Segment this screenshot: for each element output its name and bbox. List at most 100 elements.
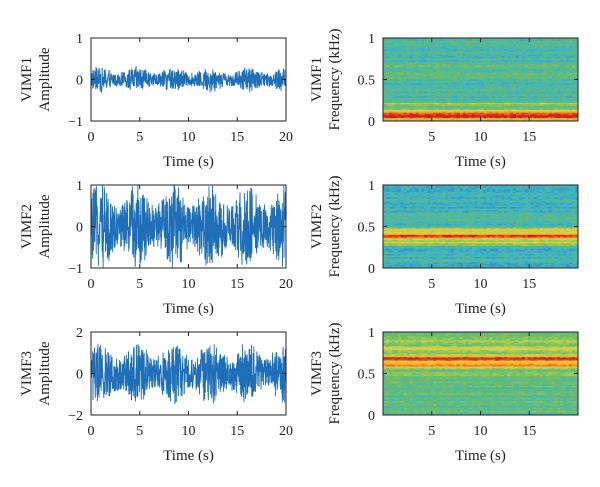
spectrogram-cell [486,82,490,85]
spectrogram-cell [566,51,570,54]
spectrogram-cell [572,194,576,197]
spectrogram-cell [545,57,550,60]
spectrogram-cell [394,94,399,97]
spectrogram-cell [507,64,511,67]
spectrogram-cell [430,105,434,108]
spectrogram-cell [530,101,535,104]
spectrogram-cell [445,198,449,201]
spectrogram-cell [453,46,458,49]
spectrogram-cell [560,191,564,194]
spectrogram-cell [456,64,461,67]
spectrogram-cell [539,90,544,93]
spectrogram-cell [465,196,470,199]
spectrogram-cell [436,96,440,99]
spectrogram-cell [459,193,464,196]
spectrogram-cell [545,46,550,49]
spectrogram-cell [421,80,425,83]
spectrogram-cell [450,73,455,76]
spectrogram-cell [542,201,547,204]
spectrogram-cell [442,189,446,192]
spectrogram-cell [575,53,578,56]
spectrogram-cell [433,39,437,42]
spectrogram-cell [551,114,555,117]
spectrogram-cell [480,105,485,108]
spectrogram-cell [421,116,425,119]
spectrogram-cell [439,79,443,82]
spectrogram-cell [468,190,473,193]
spectrogram-cell [418,189,422,192]
spectrogram-cell [439,94,443,97]
spectrogram-cell [477,62,482,65]
spectrogram-cell [492,103,496,105]
spectrogram-cell [474,39,479,42]
spectrogram-cell [462,191,467,194]
spectrogram-cell [388,43,393,46]
spectrogram-cell [445,67,449,70]
spectrogram-cell [391,72,396,75]
spectrogram-cell [383,111,387,114]
spectrogram-cell [551,78,555,81]
spectrogram-cell [533,80,538,83]
spectrogram-cell [421,47,425,50]
spectrogram-cell [554,111,558,114]
spectrogram-cell [459,61,464,64]
spectrogram-cell [513,191,517,194]
spectrogram-cell [409,105,414,108]
spectrogram-cell [456,54,461,57]
spectrogram-cell [569,67,573,70]
spectrogram-cell [453,58,458,61]
spectrogram-cell [572,189,576,192]
spectrogram-cell [391,194,396,197]
spectrogram-cell [453,97,458,100]
spectrogram-cell [483,79,487,82]
spectrogram-cell [397,118,402,121]
spectrogram-cell [442,98,446,101]
spectrogram-cell [397,38,402,40]
spectrogram-cell [536,46,541,49]
spectrogram-cell [542,65,547,68]
spectrogram-cell [406,107,411,110]
spectrogram-cell [548,78,552,81]
spectrogram-cell [507,78,511,81]
spectrogram-cell [462,198,467,201]
spectrogram-cell [433,204,437,207]
spectrogram-cell [433,100,437,103]
spectrogram-cell [489,40,493,43]
spectrogram-cell [554,200,558,203]
spectrogram-cell [412,200,417,203]
spectrogram-cell [542,80,547,83]
spectrogram-cell [527,112,532,115]
spectrogram-cell [521,89,526,92]
spectrogram-cell [430,112,434,115]
spectrogram-cell [430,89,434,92]
spectrogram-cell [474,57,479,60]
spectrogram-cell [557,94,561,97]
spectrogram-cell [501,186,505,189]
spectrogram-cell [539,76,544,79]
spectrogram-cell [424,54,428,57]
spectrogram-cell [560,114,564,117]
spectrogram-cell [385,98,390,101]
spectrogram-cell [515,186,520,189]
spectrogram-cell [560,118,564,121]
spectrogram-cell [492,185,496,187]
spectrogram-cell [551,191,555,194]
spectrogram-cell [421,98,425,101]
spectrogram-cell [400,83,405,86]
spectrogram-cell [533,79,538,82]
spectrogram-cell [486,46,490,49]
spectrogram-cell [483,89,487,92]
spectrogram-cell [510,90,514,93]
spectrogram-cell [424,116,428,119]
spectrogram-cell [427,191,431,194]
spectrogram-cell [427,61,431,64]
spectrogram-cell [394,78,399,81]
spectrogram-cell [548,187,552,190]
spectrogram-cell [480,57,485,60]
spectrogram-cell [448,71,452,74]
spectrogram-cell [412,101,417,104]
spectrogram-cell [439,118,443,121]
spectrogram-cell [412,58,417,61]
spectrogram-cell [542,108,547,111]
spectrogram-cell [397,196,402,199]
